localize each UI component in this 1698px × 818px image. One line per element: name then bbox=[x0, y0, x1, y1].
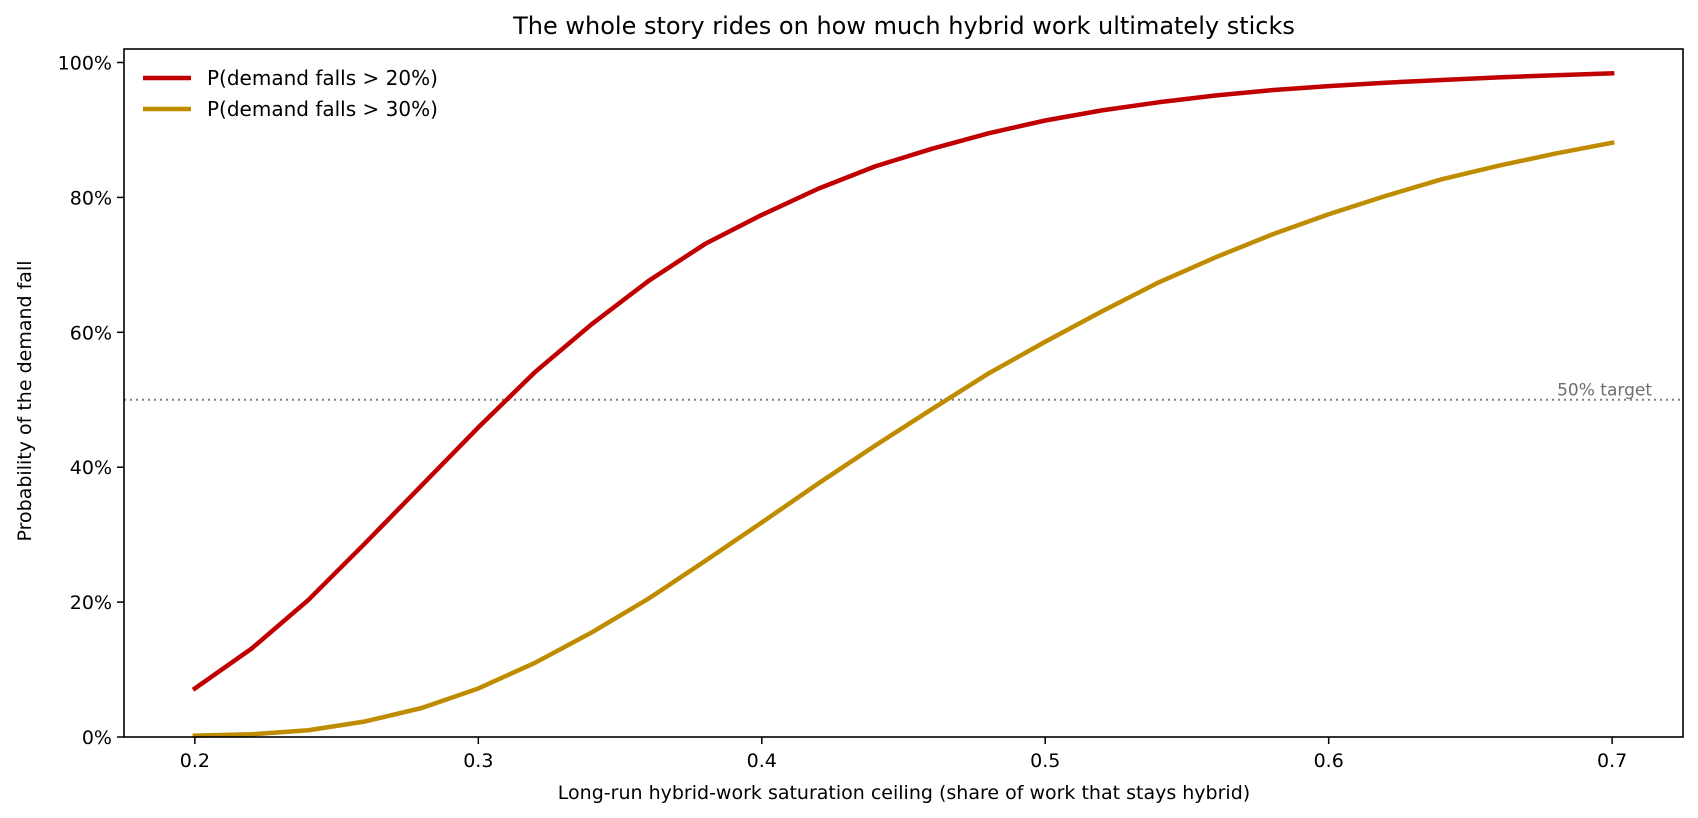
y-tick-label: 0% bbox=[82, 727, 112, 749]
y-axis: 0% 20% 40% 60% 80% 100% bbox=[58, 52, 124, 749]
x-tick-label: 0.4 bbox=[747, 750, 777, 772]
x-tick-label: 0.3 bbox=[463, 750, 493, 772]
x-tick-label: 0.7 bbox=[1597, 750, 1627, 772]
y-tick-label: 80% bbox=[70, 187, 112, 209]
chart-title: The whole story rides on how much hybrid… bbox=[512, 12, 1295, 40]
x-axis: 0.2 0.3 0.4 0.5 0.6 0.7 bbox=[180, 737, 1627, 772]
y-axis-title: Probability of the demand fall bbox=[14, 261, 36, 542]
plot-frame bbox=[123, 48, 1684, 738]
reference-line-label: 50% target bbox=[1557, 381, 1652, 401]
legend: P(demand falls > 20%) P(demand falls > 30… bbox=[143, 66, 438, 121]
x-tick-label: 0.6 bbox=[1314, 750, 1344, 772]
legend-label-1: P(demand falls > 20%) bbox=[207, 66, 438, 90]
y-tick-label: 100% bbox=[58, 52, 112, 74]
plot-area: 50% target bbox=[124, 70, 1683, 738]
y-tick-label: 40% bbox=[70, 457, 112, 479]
x-tick-label: 0.2 bbox=[180, 750, 210, 772]
legend-label-2: P(demand falls > 30%) bbox=[207, 97, 438, 121]
series-line-2 bbox=[192, 140, 1615, 738]
x-axis-title: Long-run hybrid-work saturation ceiling … bbox=[558, 782, 1250, 804]
y-tick-label: 60% bbox=[70, 322, 112, 344]
y-tick-label: 20% bbox=[70, 592, 112, 614]
series-line-1 bbox=[191, 70, 1615, 692]
x-tick-label: 0.5 bbox=[1030, 750, 1060, 772]
